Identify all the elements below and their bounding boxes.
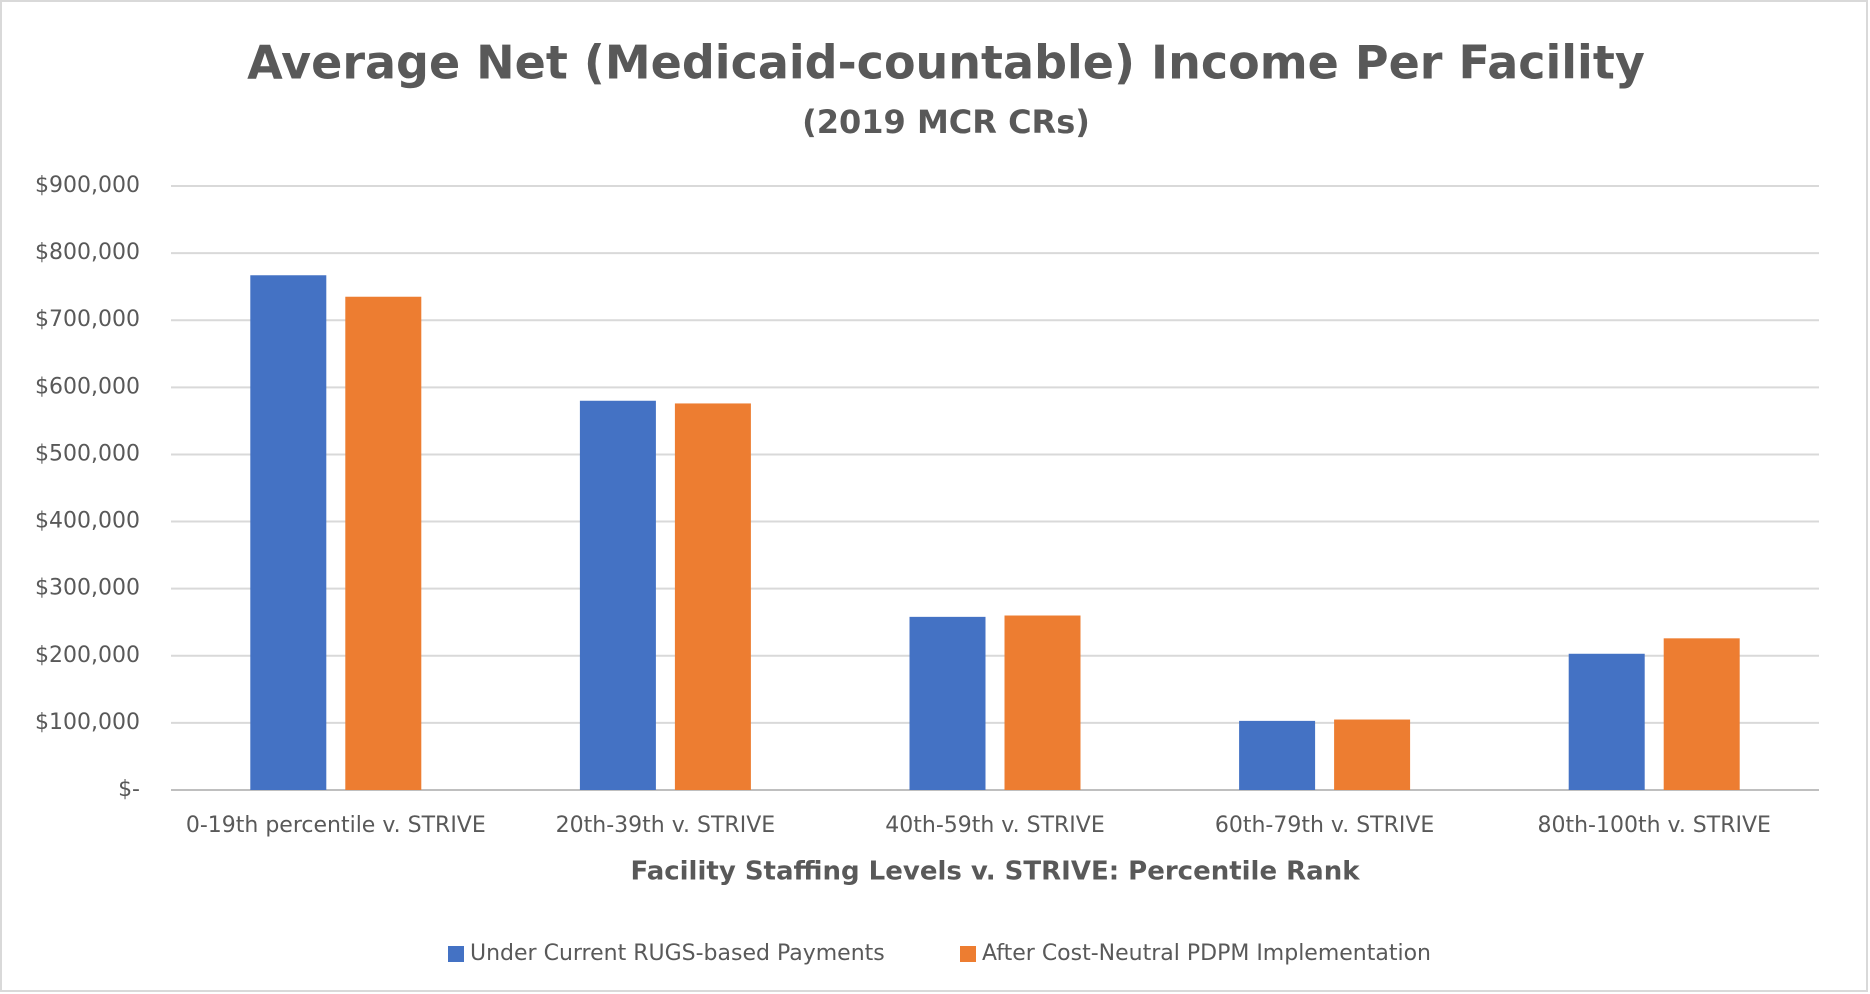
chart-title: Average Net (Medicaid-countable) Income … <box>247 36 1645 90</box>
y-tick-label: $800,000 <box>35 240 140 265</box>
y-tick-label: $400,000 <box>35 509 140 534</box>
x-tick-label: 20th-39th v. STRIVE <box>556 813 775 838</box>
legend-swatch <box>448 946 464 962</box>
y-tick-label: $- <box>118 777 140 802</box>
y-tick-label: $500,000 <box>35 441 140 466</box>
y-tick-label: $900,000 <box>35 173 140 198</box>
legend-label: After Cost-Neutral PDPM Implementation <box>982 941 1431 966</box>
x-tick-label: 0-19th percentile v. STRIVE <box>186 813 486 838</box>
legend-swatch <box>960 946 976 962</box>
y-tick-label: $700,000 <box>35 307 140 332</box>
bar <box>909 616 986 790</box>
y-tick-label: $300,000 <box>35 576 140 601</box>
bar <box>1004 615 1081 790</box>
bar <box>1239 720 1316 790</box>
chart-subtitle: (2019 MCR CRs) <box>802 103 1090 141</box>
bar <box>579 400 656 790</box>
legend-label: Under Current RUGS-based Payments <box>470 941 885 966</box>
x-axis-title: Facility Staffing Levels v. STRIVE: Perc… <box>630 857 1360 887</box>
bar <box>1334 719 1411 790</box>
x-tick-label: 60th-79th v. STRIVE <box>1215 813 1434 838</box>
y-tick-label: $200,000 <box>35 643 140 668</box>
y-tick-label: $600,000 <box>35 374 140 399</box>
bar <box>250 275 327 790</box>
y-tick-label: $100,000 <box>35 710 140 735</box>
bar <box>345 296 422 790</box>
bar <box>674 403 751 790</box>
x-tick-label: 80th-100th v. STRIVE <box>1537 813 1770 838</box>
bar <box>1568 653 1645 790</box>
x-tick-label: 40th-59th v. STRIVE <box>885 813 1104 838</box>
bar <box>1663 638 1740 790</box>
